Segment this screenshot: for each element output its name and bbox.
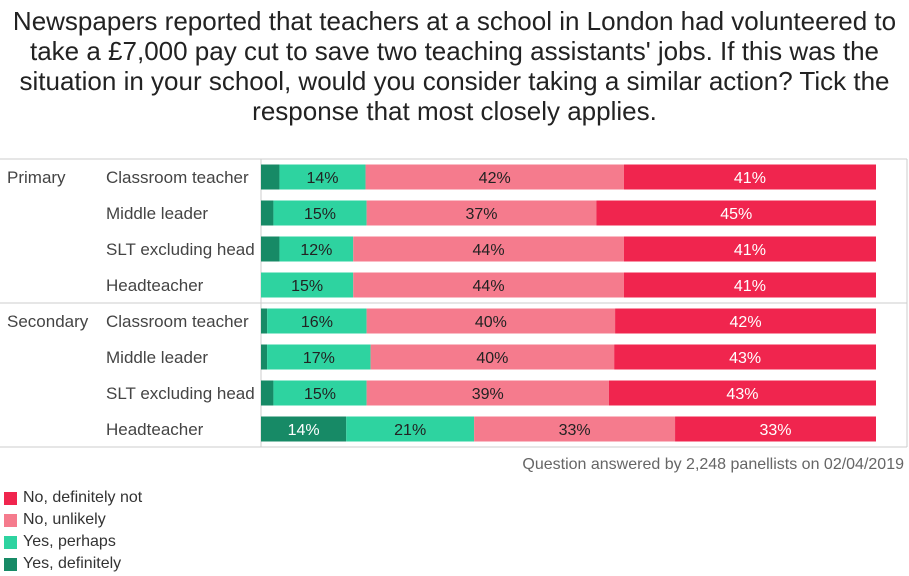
bar-segment — [370, 344, 615, 370]
bar-segment — [623, 236, 876, 262]
row-label: Classroom teacher — [106, 168, 249, 187]
bar-segment — [596, 200, 876, 226]
bar-segment — [273, 380, 367, 406]
legend-label: No, unlikely — [23, 511, 106, 528]
bar-segment — [608, 380, 876, 406]
legend-swatch — [4, 513, 17, 527]
data-label: 16% — [301, 314, 333, 331]
group-label: Primary — [7, 168, 66, 187]
data-label: 43% — [729, 350, 761, 367]
bar-segment — [261, 380, 274, 406]
data-label: 33% — [760, 422, 792, 439]
legend-label: Yes, perhaps — [23, 533, 116, 550]
bar-segment — [366, 308, 616, 334]
stacked-bar-chart: Primary Classroom teacher 14% 42% 41% Middle … — [0, 158, 908, 448]
bar-segment — [267, 308, 367, 334]
bar-segment — [365, 164, 624, 190]
data-label: 45% — [720, 206, 752, 223]
legend-swatch — [4, 491, 17, 505]
data-label: 44% — [473, 242, 505, 259]
data-label: 21% — [394, 422, 426, 439]
data-label: 41% — [734, 170, 766, 187]
bar-segment — [279, 164, 366, 190]
row-label: Middle leader — [106, 204, 208, 223]
bar-segment — [261, 344, 268, 370]
legend-item-unlikely: No, unlikely — [4, 509, 142, 531]
bar-segment — [279, 236, 354, 262]
data-label: 15% — [291, 278, 323, 295]
data-label: 40% — [475, 314, 507, 331]
legend-label: Yes, definitely — [23, 555, 122, 572]
bar-segment — [261, 416, 347, 442]
chart-frame — [0, 158, 908, 448]
data-label: 15% — [304, 386, 336, 403]
data-label: 15% — [304, 206, 336, 223]
bar-segment — [623, 164, 876, 190]
bar-segment — [675, 416, 876, 442]
bar-segment — [261, 236, 280, 262]
row-label: Headteacher — [106, 420, 204, 439]
data-label: 33% — [559, 422, 591, 439]
data-label: 43% — [726, 386, 758, 403]
bar-segment — [273, 200, 367, 226]
bar-segment — [474, 416, 676, 442]
row-label: Headteacher — [106, 276, 204, 295]
data-label: 44% — [473, 278, 505, 295]
data-label: 40% — [476, 350, 508, 367]
bar-segment — [623, 272, 876, 298]
bar-segment — [261, 308, 268, 334]
labels-layer: Primary Classroom teacher 14% 42% 41% Middle … — [7, 168, 792, 439]
data-label: 39% — [472, 386, 504, 403]
data-label: 42% — [479, 170, 511, 187]
bar-segment — [261, 164, 280, 190]
bar-segment — [615, 308, 876, 334]
bars-layer — [261, 164, 876, 442]
legend-swatch — [4, 557, 17, 571]
row-label: SLT excluding head — [106, 240, 255, 259]
bar-segment — [353, 272, 624, 298]
legend-item-definitely-not: No, definitely not — [4, 487, 142, 509]
bar-segment — [366, 380, 609, 406]
data-label: 14% — [288, 422, 320, 439]
bar-segment — [353, 236, 624, 262]
chart-title: Newspapers reported that teachers at a s… — [12, 6, 897, 126]
bar-segment — [366, 200, 597, 226]
bar-segment — [267, 344, 371, 370]
data-label: 12% — [300, 242, 332, 259]
bar-segment — [261, 200, 274, 226]
bar-segment — [261, 272, 354, 298]
data-label: 14% — [306, 170, 338, 187]
bar-segment — [614, 344, 876, 370]
legend: No, definitely not No, unlikely Yes, per… — [4, 487, 142, 575]
legend-label: No, definitely not — [23, 489, 143, 506]
data-label: 41% — [734, 278, 766, 295]
data-label: 42% — [730, 314, 762, 331]
row-label: Middle leader — [106, 348, 208, 367]
row-label: Classroom teacher — [106, 312, 249, 331]
legend-item-perhaps: Yes, perhaps — [4, 531, 142, 553]
row-label: SLT excluding head — [106, 384, 255, 403]
data-label: 17% — [303, 350, 335, 367]
data-label: 41% — [734, 242, 766, 259]
legend-item-definitely: Yes, definitely — [4, 553, 142, 575]
legend-swatch — [4, 535, 17, 549]
footnote: Question answered by 2,248 panellists on… — [522, 456, 904, 473]
data-label: 37% — [466, 206, 498, 223]
group-label: Secondary — [7, 312, 89, 331]
bar-segment — [346, 416, 475, 442]
